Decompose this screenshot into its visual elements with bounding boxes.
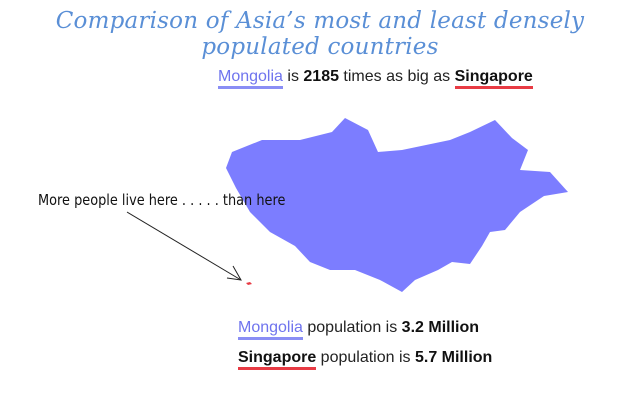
pointer-arrow-line [126, 211, 242, 281]
singapore-pop-text: population is [316, 349, 415, 366]
pointer-arrowhead [226, 265, 242, 281]
mongolia-population: Mongolia population is 3.2 Million [238, 319, 480, 340]
size-text-mid: is [282, 68, 304, 85]
size-comparison-text: Mongolia is 2185 times as big as Singapo… [218, 68, 533, 89]
size-factor: 2185 [303, 68, 339, 85]
page-title: Comparison of Asia’s most and least dens… [55, 8, 585, 60]
size-text-after: times as big as [338, 68, 455, 85]
singapore-shape [246, 282, 252, 285]
singapore-population: Singapore population is 5.7 Million [238, 349, 493, 370]
mongolia-pop-label: Mongolia [238, 319, 303, 340]
mongolia-shape [226, 118, 568, 292]
singapore-pop-value: 5.7 Million [414, 349, 493, 366]
mongolia-pop-value: 3.2 Million [401, 319, 480, 336]
annotation-text: More people live here . . . . . than her… [38, 191, 286, 209]
singapore-pop-label: Singapore [238, 349, 317, 370]
singapore-label: Singapore [454, 68, 533, 89]
mongolia-pop-text: population is [302, 319, 402, 336]
mongolia-label: Mongolia [218, 68, 283, 89]
